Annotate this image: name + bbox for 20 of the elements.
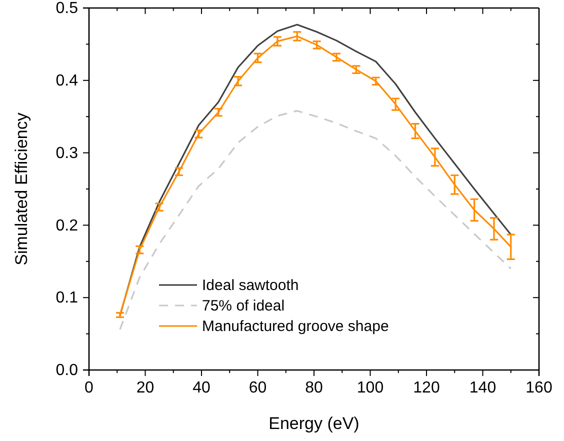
y-tick-label: 0.0 [56,362,78,380]
y-tick-label: 0.2 [56,217,78,234]
y-tick-label: 0.4 [56,72,78,90]
legend-label: Manufactured groove shape [202,318,389,335]
y-tick-label: 0.3 [56,144,78,162]
x-tick-label: 100 [356,379,384,396]
y-tick-label: 0.5 [56,0,78,18]
y-tick-label: 0.1 [56,290,78,307]
x-axis-title: Energy (eV) [268,414,360,433]
x-tick-label: 20 [136,379,154,396]
x-tick-label: 160 [526,379,552,396]
legend-label: Ideal sawtooth [202,277,299,294]
legend-label: 75% of ideal [202,298,285,314]
x-tick-label: 120 [413,379,440,396]
y-axis-title: Simulated Efficiency [12,112,31,266]
x-tick-label: 40 [192,379,210,396]
x-tick-label: 60 [248,379,267,396]
x-tick-label: 80 [305,379,323,396]
x-tick-label: 140 [469,379,496,396]
x-tick-label: 0 [84,379,94,396]
